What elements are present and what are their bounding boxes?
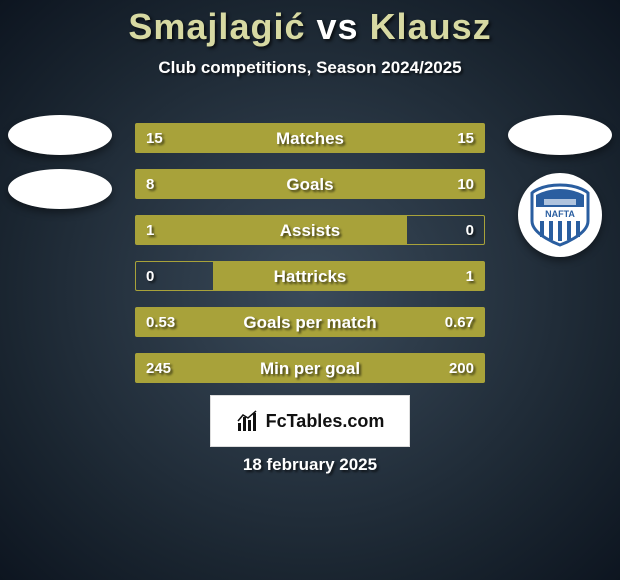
player1-club-placeholder bbox=[8, 169, 112, 209]
stats-panel: Matches1515Goals810Assists10Hattricks01G… bbox=[135, 123, 485, 383]
comparison-title: Smajlagić vs Klausz bbox=[0, 0, 620, 48]
vs-word: vs bbox=[317, 6, 359, 47]
brand-text: FcTables.com bbox=[266, 411, 385, 432]
player2-photo-placeholder bbox=[508, 115, 612, 155]
svg-text:NAFTA: NAFTA bbox=[545, 209, 575, 219]
stat-value-right: 200 bbox=[439, 354, 484, 382]
stat-row: Min per goal245 200 bbox=[135, 353, 485, 383]
stat-value-left: 8 bbox=[136, 170, 164, 198]
stat-value-left: 0.53 bbox=[136, 308, 185, 336]
stat-label: Matches bbox=[136, 124, 484, 152]
player2-name: Klausz bbox=[370, 6, 492, 47]
stat-value-right: 15 bbox=[447, 124, 484, 152]
stat-label: Goals per match bbox=[136, 308, 484, 336]
right-avatars: NAFTA bbox=[508, 115, 612, 257]
stat-value-right: 0 bbox=[456, 216, 484, 244]
stat-row: Goals per match0.53 0.67 bbox=[135, 307, 485, 337]
stat-value-left: 1 bbox=[136, 216, 164, 244]
stat-value-right: 1 bbox=[456, 262, 484, 290]
brand-badge: FcTables.com bbox=[210, 395, 410, 447]
stat-value-right: 10 bbox=[447, 170, 484, 198]
stat-value-left: 15 bbox=[136, 124, 173, 152]
stat-row: Matches15 15 bbox=[135, 123, 485, 153]
stat-label: Hattricks bbox=[136, 262, 484, 290]
stat-row: Hattricks0 1 bbox=[135, 261, 485, 291]
nafta-shield-icon: NAFTA bbox=[528, 183, 592, 247]
bar-chart-icon bbox=[236, 409, 260, 433]
left-avatars bbox=[8, 115, 112, 209]
stat-value-left: 245 bbox=[136, 354, 181, 382]
stat-label: Assists bbox=[136, 216, 484, 244]
stat-row: Assists1 0 bbox=[135, 215, 485, 245]
stat-row: Goals8 10 bbox=[135, 169, 485, 199]
player2-club-badge: NAFTA bbox=[518, 173, 602, 257]
player1-photo-placeholder bbox=[8, 115, 112, 155]
stat-label: Min per goal bbox=[136, 354, 484, 382]
stat-value-right: 0.67 bbox=[435, 308, 484, 336]
player1-name: Smajlagić bbox=[128, 6, 305, 47]
subtitle: Club competitions, Season 2024/2025 bbox=[0, 58, 620, 78]
footer-date: 18 february 2025 bbox=[0, 455, 620, 475]
stat-value-left: 0 bbox=[136, 262, 164, 290]
stat-label: Goals bbox=[136, 170, 484, 198]
